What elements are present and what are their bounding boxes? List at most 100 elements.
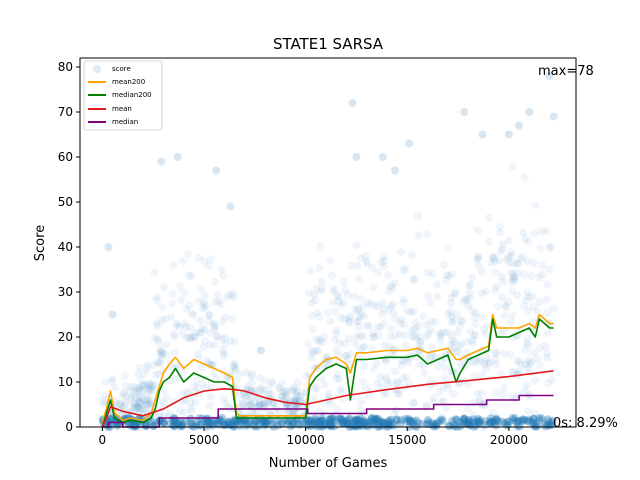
score-point (504, 236, 513, 245)
score-point (444, 421, 453, 430)
score-point (302, 372, 311, 381)
score-point (139, 404, 148, 413)
score-point (492, 415, 500, 424)
score-point (260, 399, 269, 408)
score-point (142, 399, 151, 408)
score-point (496, 247, 505, 256)
x-tick-label: 5000 (189, 433, 220, 447)
score-point (422, 332, 431, 341)
score-point (255, 400, 264, 409)
score-point (238, 400, 247, 408)
score-point (484, 214, 493, 222)
score-point (205, 419, 214, 428)
score-point (524, 407, 533, 416)
score-point (357, 294, 365, 303)
score-point (495, 228, 504, 237)
score-point (201, 417, 210, 426)
score-point (290, 420, 299, 429)
score-point (338, 415, 347, 424)
score-point (426, 352, 435, 361)
score-point (529, 414, 538, 423)
score-point (330, 335, 339, 344)
score-point (323, 308, 332, 317)
score-point (353, 415, 362, 424)
score-point (154, 370, 163, 379)
score-point (394, 389, 402, 398)
score-point (320, 399, 329, 408)
score-point (452, 347, 461, 356)
score-point (244, 401, 253, 409)
score-point (458, 420, 467, 428)
score-point (529, 259, 538, 268)
score-point (429, 393, 438, 402)
score-point (340, 286, 349, 295)
score-point (497, 293, 506, 302)
score-point (355, 312, 364, 321)
score-point (453, 328, 462, 337)
score-point (323, 418, 332, 427)
score-point (367, 414, 376, 423)
score-point (289, 385, 298, 394)
score-point (424, 291, 433, 300)
score-point (474, 417, 482, 426)
score-point (263, 398, 272, 406)
score-point (180, 288, 189, 297)
score-point (447, 299, 456, 307)
score-point (523, 288, 532, 297)
score-point (357, 310, 366, 319)
score-point (344, 334, 353, 343)
score-point (206, 392, 215, 401)
score-point (416, 338, 424, 347)
score-point (450, 338, 459, 347)
score-point (186, 399, 195, 408)
score-point (490, 419, 499, 428)
score-point (402, 372, 411, 381)
score-point (149, 361, 158, 370)
score-point (543, 353, 552, 362)
score-point (460, 414, 469, 423)
score-point (171, 332, 180, 341)
score-point (164, 412, 173, 421)
score-point (399, 295, 408, 304)
score-point (509, 368, 518, 377)
score-point (218, 335, 227, 343)
score-point (167, 313, 176, 321)
score-point (186, 334, 195, 343)
score-point (385, 305, 393, 314)
y-tick-label: 30 (58, 285, 73, 299)
score-point (357, 397, 365, 406)
score-point (371, 415, 380, 424)
score-point (387, 324, 396, 333)
score-point (424, 418, 433, 427)
score-point (518, 252, 527, 261)
y-tick-label: 0 (65, 420, 73, 434)
score-point (217, 300, 226, 309)
score-point (126, 395, 135, 404)
score-point (360, 419, 369, 428)
score-point (386, 332, 395, 341)
score-point (369, 329, 378, 338)
score-point (341, 352, 350, 361)
score-point (144, 379, 153, 388)
score-point (388, 419, 397, 428)
score-point (523, 417, 532, 426)
score-point (461, 295, 470, 303)
score-point (266, 390, 275, 399)
score-point (145, 385, 154, 394)
score-point (180, 319, 189, 328)
score-point (417, 337, 425, 346)
score-point (414, 323, 423, 332)
score-point (146, 380, 155, 389)
score-point (380, 262, 389, 271)
score-point (498, 245, 507, 254)
score-point (345, 314, 354, 323)
score-point (307, 299, 316, 308)
score-point (221, 420, 230, 428)
score-point (221, 312, 230, 321)
score-point (242, 402, 251, 410)
score-point (495, 256, 504, 265)
score-point (383, 380, 392, 389)
score-point (459, 418, 468, 426)
score-point (497, 369, 506, 378)
score-point (176, 282, 184, 290)
